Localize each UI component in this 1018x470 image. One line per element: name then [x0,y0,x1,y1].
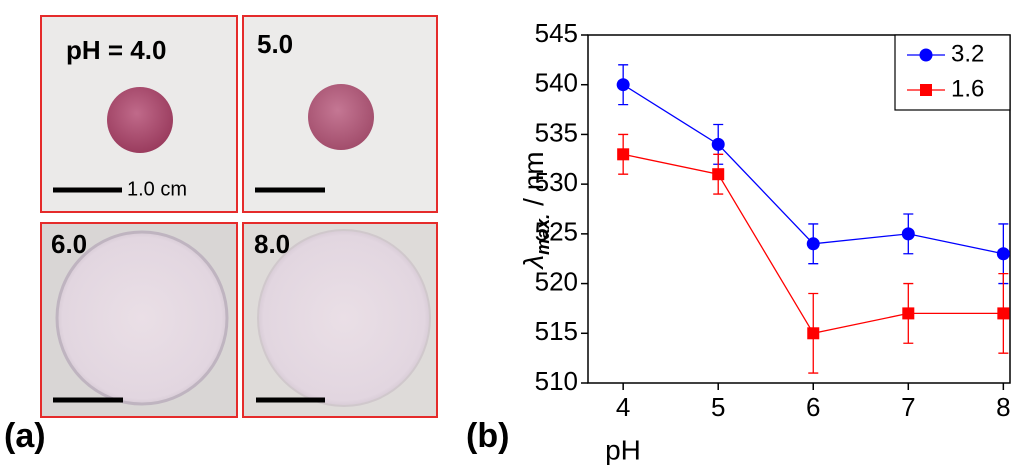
y-tick-label: 525 [535,217,578,247]
y-tick-label: 520 [535,266,578,296]
marker [902,227,915,240]
scale-bar-label: 1.0 cm [127,178,187,200]
y-tick-label: 540 [535,68,578,98]
figure: pH = 4.0 5.0 6.0 8.0 1.0 cm (a) (b) pH λ… [0,0,1018,465]
y-tick-label: 510 [535,366,578,396]
panel-label: (b) [466,417,509,455]
x-tick-label: 5 [711,392,725,422]
y-tick-label: 535 [535,117,578,147]
gel-disc [308,84,374,150]
photo-label: 8.0 [254,229,290,259]
page: pH = 4.0 5.0 6.0 8.0 1.0 cm (a) (b) pH λ… [0,0,1018,465]
y-tick-label: 530 [535,167,578,197]
marker [712,168,724,180]
x-tick-label: 4 [616,392,630,422]
marker [617,78,630,91]
marker [617,148,629,160]
x-tick-label: 8 [996,392,1010,422]
gel-disc [107,87,173,153]
y-tick-label: 545 [535,18,578,48]
marker [807,237,820,250]
legend-label: 1.6 [951,75,984,102]
legend-marker [920,49,933,62]
y-tick-label: 515 [535,316,578,346]
photo-panel: pH = 4.0 5.0 6.0 8.0 1.0 cm (a) [4,16,437,455]
x-axis-label: pH [605,434,641,465]
x-tick-label: 6 [806,392,820,422]
photo-label: 5.0 [257,29,293,59]
marker [997,307,1009,319]
panel-label: (a) [4,417,46,455]
marker [997,247,1010,260]
marker [902,307,914,319]
legend-label: 3.2 [951,40,984,67]
legend-marker [920,84,932,96]
marker [807,327,819,339]
x-tick-label: 7 [901,392,915,422]
marker [712,138,725,151]
photo-label: 6.0 [51,229,87,259]
photo-label: pH = 4.0 [66,35,166,65]
